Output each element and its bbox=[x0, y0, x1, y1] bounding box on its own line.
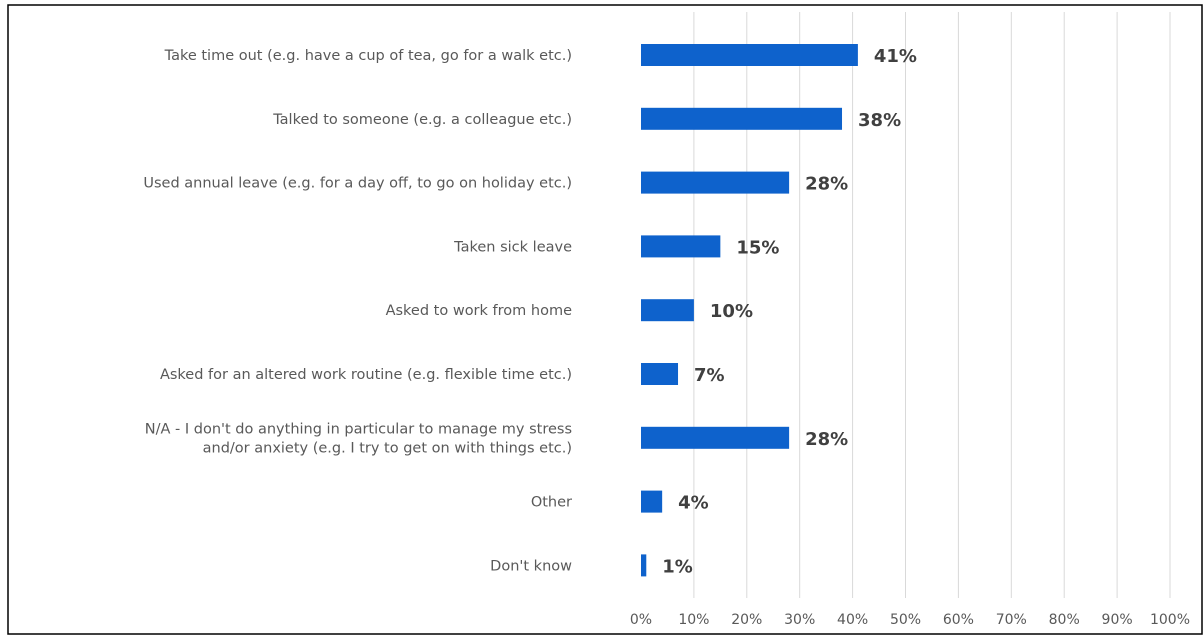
category-label-7: Other bbox=[531, 495, 572, 511]
data-labels: 41% 38% 28% 15% 10% 7% 28% 4% 1% bbox=[662, 46, 917, 577]
category-label-0: Take time out (e.g. have a cup of tea, g… bbox=[164, 48, 572, 64]
tick-label-20: 20% bbox=[731, 612, 762, 628]
bar-4 bbox=[641, 299, 694, 322]
tick-label-40: 40% bbox=[837, 612, 868, 628]
data-label-4: 10% bbox=[710, 301, 753, 322]
category-label-6-line-1: and/or anxiety (e.g. I try to get on wit… bbox=[203, 440, 572, 456]
data-label-6: 28% bbox=[805, 429, 848, 450]
category-label-3: Taken sick leave bbox=[453, 239, 572, 255]
bars bbox=[641, 44, 858, 577]
bar-0 bbox=[641, 44, 858, 66]
tick-label-0: 0% bbox=[630, 612, 652, 628]
data-label-0: 41% bbox=[874, 46, 917, 67]
tick-label-10: 10% bbox=[678, 612, 709, 628]
tick-label-100: 100% bbox=[1150, 612, 1190, 628]
category-label-5: Asked for an altered work routine (e.g. … bbox=[160, 367, 572, 383]
category-label-2: Used annual leave (e.g. for a day off, t… bbox=[143, 176, 572, 192]
data-label-1: 38% bbox=[858, 110, 901, 131]
bar-1 bbox=[641, 107, 843, 130]
x-axis-tick-labels: 0% 10% 20% 30% 40% 50% 60% 70% 80% 90% 100% bbox=[630, 612, 1190, 628]
category-label-1: Talked to someone (e.g. a colleague etc.… bbox=[272, 112, 572, 128]
tick-label-60: 60% bbox=[943, 612, 974, 628]
bar-8 bbox=[641, 554, 647, 577]
data-label-5: 7% bbox=[694, 365, 725, 386]
data-label-8: 1% bbox=[662, 556, 693, 577]
bar-2 bbox=[641, 171, 790, 194]
data-label-2: 28% bbox=[805, 174, 848, 195]
tick-label-50: 50% bbox=[890, 612, 921, 628]
tick-label-90: 90% bbox=[1102, 612, 1133, 628]
category-label-8: Don't know bbox=[490, 558, 572, 574]
bar-3 bbox=[641, 235, 721, 258]
bar-6 bbox=[641, 426, 790, 449]
data-label-3: 15% bbox=[736, 237, 779, 258]
data-label-7: 4% bbox=[678, 493, 709, 514]
tick-label-80: 80% bbox=[1049, 612, 1080, 628]
tick-label-30: 30% bbox=[784, 612, 815, 628]
tick-label-70: 70% bbox=[996, 612, 1027, 628]
category-label-4: Asked to work from home bbox=[386, 303, 572, 319]
bar-7 bbox=[641, 490, 663, 513]
chart-border bbox=[7, 4, 1203, 635]
category-label-6-line-0: N/A - I don't do anything in particular … bbox=[145, 421, 572, 437]
category-labels: Take time out (e.g. have a cup of tea, g… bbox=[143, 48, 572, 574]
bar-5 bbox=[641, 363, 679, 385]
